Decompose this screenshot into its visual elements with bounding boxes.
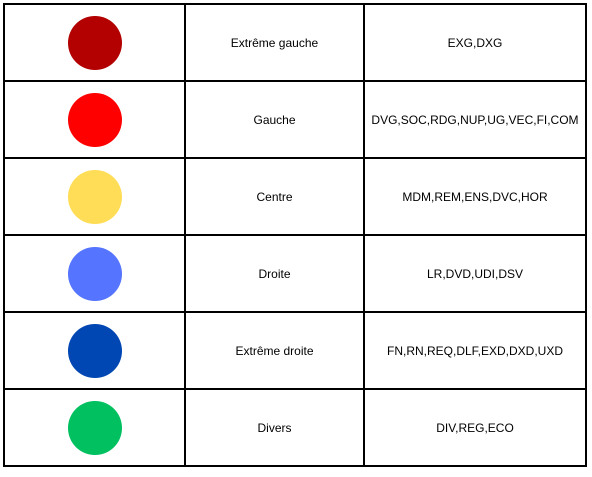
color-dot xyxy=(67,246,122,301)
color-swatch-cell xyxy=(3,234,186,313)
table-row: Centre MDM,REM,ENS,DVC,HOR xyxy=(3,157,587,236)
legend-table: Extrême gauche EXG,DXG Gauche DVG,SOC,RD… xyxy=(3,3,587,467)
political-group-label: Divers xyxy=(184,388,365,467)
party-codes: LR,DVD,UDI,DSV xyxy=(363,234,587,313)
color-dot xyxy=(67,323,122,378)
party-codes: FN,RN,REQ,DLF,EXD,DXD,UXD xyxy=(363,311,587,390)
political-group-label: Droite xyxy=(184,234,365,313)
political-group-label: Gauche xyxy=(184,80,365,159)
color-swatch-cell xyxy=(3,80,186,159)
table-row: Divers DIV,REG,ECO xyxy=(3,388,587,467)
table-row: Extrême droite FN,RN,REQ,DLF,EXD,DXD,UXD xyxy=(3,311,587,390)
political-group-label: Extrême gauche xyxy=(184,3,365,82)
political-group-label: Extrême droite xyxy=(184,311,365,390)
color-dot xyxy=(67,92,122,147)
table-row: Gauche DVG,SOC,RDG,NUP,UG,VEC,FI,COM xyxy=(3,80,587,159)
color-swatch-cell xyxy=(3,388,186,467)
color-dot xyxy=(67,400,122,455)
color-swatch-cell xyxy=(3,3,186,82)
color-dot xyxy=(67,15,122,70)
party-codes: EXG,DXG xyxy=(363,3,587,82)
color-swatch-cell xyxy=(3,157,186,236)
color-dot xyxy=(67,169,122,224)
political-group-label: Centre xyxy=(184,157,365,236)
party-codes: MDM,REM,ENS,DVC,HOR xyxy=(363,157,587,236)
table-row: Droite LR,DVD,UDI,DSV xyxy=(3,234,587,313)
party-codes: DVG,SOC,RDG,NUP,UG,VEC,FI,COM xyxy=(363,80,587,159)
party-codes: DIV,REG,ECO xyxy=(363,388,587,467)
table-row: Extrême gauche EXG,DXG xyxy=(3,3,587,82)
color-swatch-cell xyxy=(3,311,186,390)
